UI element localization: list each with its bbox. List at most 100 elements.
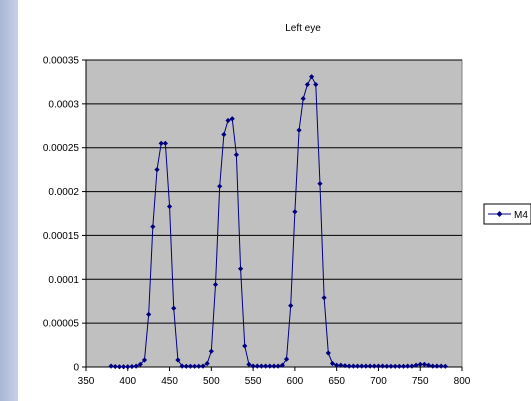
data-point — [359, 363, 365, 369]
data-point — [154, 167, 160, 173]
data-point — [321, 295, 327, 301]
data-point — [200, 363, 206, 369]
data-point — [325, 350, 331, 356]
x-tick-label: 650 — [328, 376, 345, 387]
data-point — [350, 363, 356, 369]
data-point — [375, 363, 382, 369]
data-point — [338, 362, 344, 368]
y-tick-label: 0.00025 — [43, 143, 80, 154]
data-point — [208, 348, 214, 354]
data-point — [421, 361, 427, 367]
y-tick-label: 0.00035 — [43, 56, 80, 67]
x-tick-label: 350 — [78, 376, 95, 387]
left-gradient-strip — [0, 0, 18, 401]
data-point — [271, 363, 277, 369]
data-point — [229, 116, 235, 122]
data-point — [417, 361, 423, 367]
data-point — [380, 363, 386, 369]
data-point — [367, 363, 373, 369]
data-point — [413, 362, 419, 368]
legend-label: M4 — [514, 210, 528, 221]
x-tick-label: 550 — [245, 376, 262, 387]
data-point — [396, 363, 402, 369]
data-point — [204, 360, 210, 367]
data-point — [354, 363, 361, 369]
y-tick-labels: 0 0.00005 0.0001 0.00015 0.0002 0.00025 0.0003… — [43, 56, 86, 374]
data-point — [250, 363, 256, 369]
data-point — [237, 266, 244, 272]
data-point — [279, 362, 285, 368]
series-group — [108, 74, 448, 370]
y-tick-label: 0.0001 — [48, 275, 79, 286]
data-point — [129, 363, 135, 370]
data-point — [304, 81, 311, 88]
x-tick-label: 600 — [287, 376, 304, 387]
data-point — [292, 209, 298, 215]
data-point — [363, 363, 369, 369]
y-tick-label: 0.00005 — [43, 319, 80, 330]
data-point — [221, 131, 227, 138]
data-point — [212, 281, 219, 288]
data-point — [175, 357, 181, 363]
data-point — [233, 152, 239, 158]
data-point — [116, 364, 123, 370]
data-point — [405, 363, 411, 369]
data-point — [313, 81, 319, 88]
x-tick-label: 800 — [454, 376, 471, 387]
data-point — [283, 356, 290, 362]
data-point — [108, 363, 114, 369]
data-point — [192, 363, 198, 369]
x-tick-label: 750 — [412, 376, 429, 387]
data-point — [434, 363, 440, 369]
data-point — [346, 363, 352, 369]
chart-title: Left eye — [285, 23, 321, 34]
data-point — [409, 363, 415, 369]
data-point — [225, 117, 231, 124]
data-point — [166, 203, 173, 210]
data-point — [254, 363, 260, 369]
data-point — [275, 363, 281, 369]
x-tick-label: 400 — [119, 376, 136, 387]
data-point — [217, 183, 223, 189]
y-tick-label: 0.0003 — [48, 99, 79, 110]
data-point — [141, 357, 148, 363]
data-point — [146, 311, 152, 317]
legend: M4 — [483, 203, 531, 225]
data-point — [438, 363, 444, 369]
data-point — [125, 364, 131, 370]
y-tick-label: 0.00015 — [43, 231, 80, 242]
data-point — [400, 363, 407, 369]
data-point — [317, 181, 323, 187]
data-point — [246, 361, 252, 367]
legend-marker-icon — [496, 211, 503, 217]
y-tick-label: 0.0002 — [48, 187, 79, 198]
x-tick-labels: 350 400 450 500 550 600 650 700 750 800 — [78, 367, 471, 387]
chart-area: Left eye 0 0.00005 0.0001 0.00015 0.0002 0.00… — [18, 0, 531, 401]
data-point — [258, 363, 265, 369]
data-point — [133, 363, 139, 369]
x-tick-label: 450 — [161, 376, 178, 387]
y-tick-label: 0 — [73, 363, 79, 374]
data-point — [388, 363, 394, 369]
data-point — [384, 363, 390, 369]
line-chart: Left eye 0 0.00005 0.0001 0.00015 0.0002 0.00… — [43, 23, 531, 387]
data-point — [300, 95, 306, 102]
data-point — [187, 363, 194, 369]
data-point — [342, 363, 348, 369]
data-point — [179, 363, 185, 369]
x-tick-label: 700 — [370, 376, 387, 387]
data-point — [196, 363, 202, 369]
data-point — [112, 363, 118, 370]
data-point — [162, 140, 168, 146]
data-point — [425, 362, 432, 368]
data-point — [392, 363, 398, 369]
data-point — [171, 305, 177, 311]
gridlines — [86, 59, 462, 324]
data-point — [183, 363, 189, 369]
data-point — [242, 343, 248, 349]
data-point — [288, 303, 294, 309]
plot-area — [85, 59, 463, 368]
data-point — [309, 74, 315, 80]
data-point — [150, 224, 156, 230]
data-point — [430, 363, 436, 369]
